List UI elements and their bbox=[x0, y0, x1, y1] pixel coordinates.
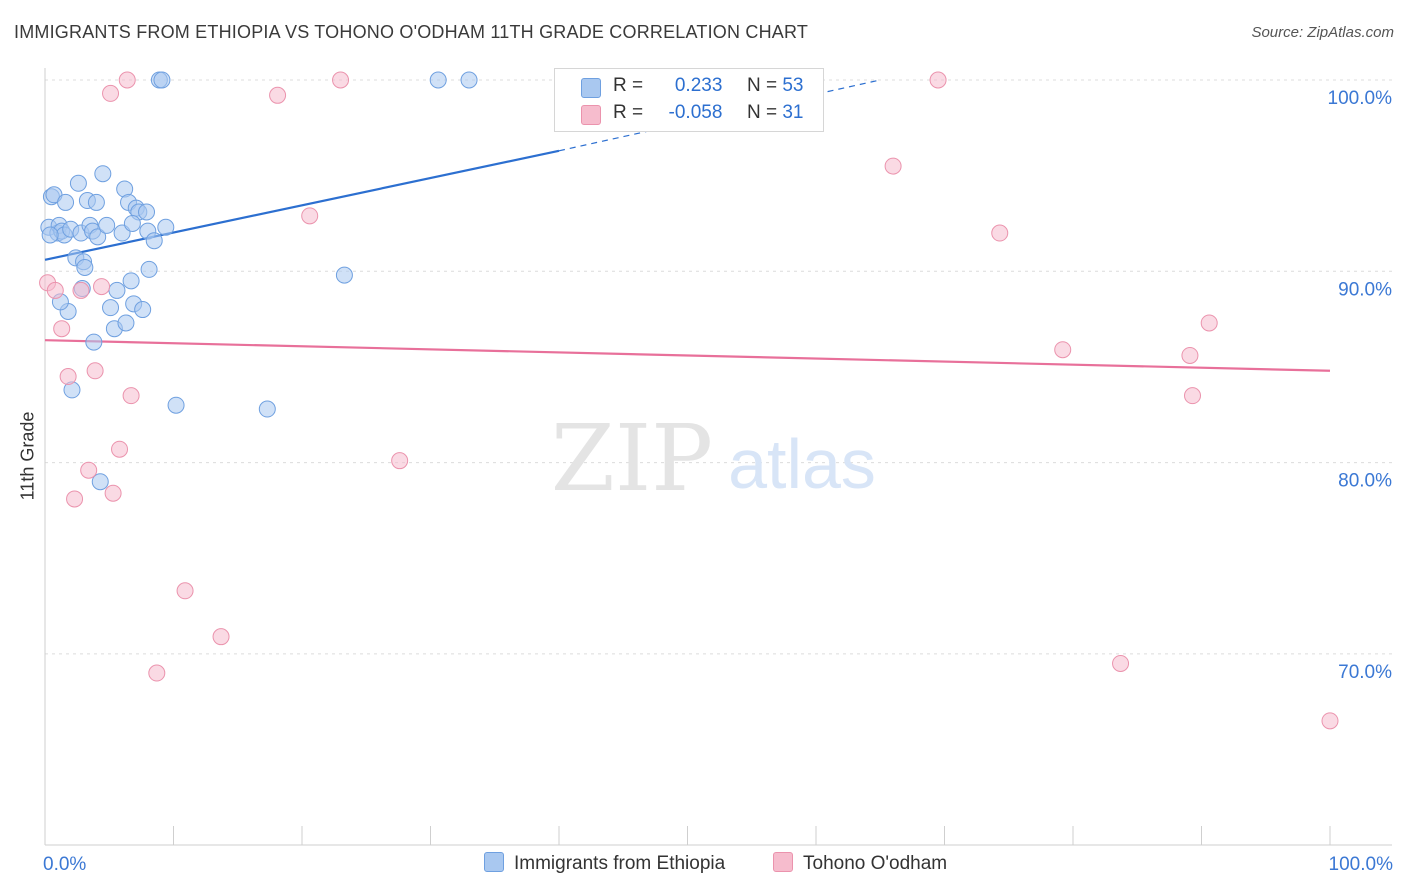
point-ethiopia bbox=[145, 232, 163, 250]
bottom-legend-tohono[interactable]: Tohono O'odham bbox=[773, 852, 947, 875]
bottom-legend-swatch-tohono bbox=[773, 852, 793, 872]
point-ethiopia bbox=[134, 301, 152, 319]
point-tohono bbox=[1200, 314, 1218, 332]
source-label: Source: ZipAtlas.com bbox=[1251, 24, 1394, 41]
point-tohono bbox=[72, 281, 90, 299]
point-ethiopia bbox=[89, 228, 107, 246]
point-tohono bbox=[102, 84, 120, 102]
point-tohono bbox=[148, 664, 166, 682]
point-ethiopia bbox=[102, 299, 120, 317]
bottom-legend-label-tohono: Tohono O'odham bbox=[803, 853, 948, 874]
legend-r-label: R = bbox=[613, 75, 644, 96]
point-tohono bbox=[176, 582, 194, 600]
legend-n-value-ethiopia: 53 bbox=[782, 75, 804, 96]
point-ethiopia bbox=[98, 216, 116, 234]
y-axis-label: 11th Grade bbox=[17, 411, 38, 501]
watermark-zip: ZIP bbox=[551, 405, 713, 512]
tick-labels: 100.0% 90.0% 80.0% 70.0% 0.0% 100.0% bbox=[43, 88, 1393, 875]
point-tohono bbox=[1321, 712, 1339, 730]
point-ethiopia bbox=[157, 218, 175, 236]
legend-swatch-tohono bbox=[581, 105, 601, 125]
point-tohono bbox=[1112, 654, 1130, 672]
point-tohono bbox=[1184, 387, 1202, 405]
y-tick-label: 90.0% bbox=[1338, 279, 1392, 300]
y-tick-label: 70.0% bbox=[1338, 662, 1392, 683]
point-ethiopia bbox=[460, 71, 478, 89]
point-ethiopia bbox=[57, 193, 75, 211]
point-ethiopia bbox=[140, 260, 158, 278]
point-tohono bbox=[1181, 346, 1199, 364]
bottom-legend-swatch-ethiopia bbox=[484, 852, 504, 872]
point-ethiopia bbox=[167, 396, 185, 414]
point-tohono bbox=[332, 71, 350, 89]
trend-line-tohono bbox=[44, 339, 1331, 372]
point-ethiopia bbox=[429, 71, 447, 89]
y-tick-label: 80.0% bbox=[1338, 471, 1392, 492]
point-ethiopia bbox=[85, 333, 103, 351]
legend-r-value-ethiopia: 0.233 bbox=[674, 75, 723, 96]
legend-r-label: R = bbox=[613, 102, 644, 123]
point-ethiopia bbox=[123, 214, 141, 232]
point-ethiopia bbox=[87, 193, 105, 211]
point-ethiopia bbox=[153, 71, 171, 89]
point-tohono bbox=[391, 452, 409, 470]
point-tohono bbox=[269, 86, 287, 104]
x-tick-label: 0.0% bbox=[43, 854, 86, 875]
point-tohono bbox=[884, 157, 902, 175]
point-ethiopia bbox=[94, 165, 112, 183]
trend-line-ethiopia bbox=[44, 149, 560, 261]
legend-n-label: N = bbox=[746, 75, 778, 96]
chart-title: IMMIGRANTS FROM ETHIOPIA VS TOHONO O'ODH… bbox=[14, 22, 809, 42]
x-tick-label: 100.0% bbox=[1329, 854, 1394, 875]
point-tohono bbox=[991, 224, 1009, 242]
point-tohono bbox=[86, 362, 104, 380]
point-tohono bbox=[212, 628, 230, 646]
point-ethiopia bbox=[69, 174, 87, 192]
point-ethiopia bbox=[108, 281, 126, 299]
point-tohono bbox=[59, 368, 77, 386]
legend-r-value-tohono: -0.058 bbox=[668, 102, 723, 123]
legend-n-label: N = bbox=[746, 102, 778, 123]
point-tohono bbox=[66, 490, 84, 508]
point-ethiopia bbox=[335, 266, 353, 284]
point-tohono bbox=[122, 387, 140, 405]
point-ethiopia bbox=[258, 400, 276, 418]
bottom-legend-label-ethiopia: Immigrants from Ethiopia bbox=[514, 853, 726, 874]
watermark-atlas: atlas bbox=[728, 425, 876, 503]
point-ethiopia bbox=[91, 473, 109, 491]
point-ethiopia bbox=[117, 314, 135, 332]
axes bbox=[44, 68, 1392, 846]
point-ethiopia bbox=[138, 203, 156, 221]
y-tick-label: 100.0% bbox=[1328, 88, 1393, 109]
point-ethiopia bbox=[41, 226, 59, 244]
point-tohono bbox=[118, 71, 136, 89]
legend-swatch-ethiopia bbox=[581, 78, 601, 98]
point-tohono bbox=[929, 71, 947, 89]
correlation-legend: R = 0.233 N = 53 R = -0.058 N = 31 bbox=[554, 68, 824, 132]
point-tohono bbox=[46, 281, 64, 299]
point-tohono bbox=[104, 484, 122, 502]
point-ethiopia bbox=[122, 272, 140, 290]
point-tohono bbox=[111, 440, 129, 458]
point-ethiopia bbox=[76, 258, 94, 276]
legend-n-value-tohono: 31 bbox=[782, 102, 804, 123]
point-tohono bbox=[301, 207, 319, 225]
bottom-legend-ethiopia[interactable]: Immigrants from Ethiopia bbox=[484, 852, 725, 875]
trend-lines bbox=[44, 79, 1331, 372]
data-points bbox=[39, 71, 1339, 730]
point-tohono bbox=[80, 461, 98, 479]
point-tohono bbox=[53, 320, 71, 338]
point-tohono bbox=[93, 278, 111, 296]
point-tohono bbox=[1054, 341, 1072, 359]
